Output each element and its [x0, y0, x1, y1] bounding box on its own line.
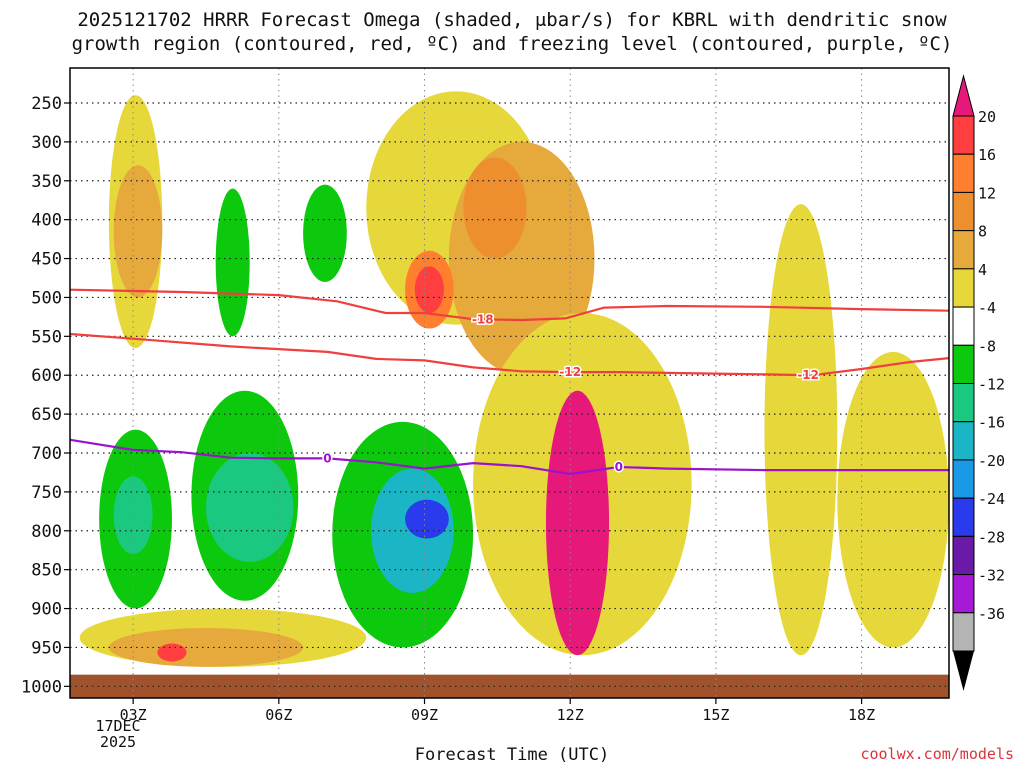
chart-title-line-1: 2025121702 HRRR Forecast Omega (shaded, … [77, 9, 947, 31]
y-tick-label-300: 300 [31, 133, 62, 153]
x-tick-label-06Z: 06Z [265, 706, 292, 724]
x-tick-label-15Z: 15Z [702, 706, 729, 724]
y-tick-label-700: 700 [31, 444, 62, 464]
colorbar-label-12: -32 [978, 567, 1005, 585]
y-axis: 250 300 350 400 450 500 550 600 650 700 750 800 850 9… [21, 94, 70, 697]
colorbar-label-11: -28 [978, 528, 1005, 546]
colorbar-label-3: 8 [978, 223, 987, 241]
colorbar-swatch-5 [952, 306, 975, 346]
omega-region-19 [405, 499, 449, 539]
gridlines [70, 68, 949, 698]
y-tick-label-350: 350 [31, 172, 62, 192]
y-tick-label-800: 800 [31, 522, 62, 542]
y-tick-label-900: 900 [31, 600, 62, 620]
y-tick-label-850: 850 [31, 561, 62, 581]
omega-region-22 [157, 643, 187, 662]
colorbar-label-10: -24 [978, 490, 1005, 508]
ground-fill [70, 674, 949, 698]
y-tick-label-950: 950 [31, 638, 62, 658]
colorbar-swatch-13 [952, 612, 975, 652]
colorbar-swatch-1 [952, 153, 975, 193]
freezing-level-label-1: 0 [323, 451, 331, 465]
dgz-top-label-1: -18 [472, 312, 494, 326]
y-tick-label-750: 750 [31, 483, 62, 503]
dgz-top-line [70, 288, 949, 322]
colorbar: 20 16 12 8 4 -4 -8 -12 -16 -20 -24 -28 -32 -36 [952, 74, 1005, 691]
colorbar-label-1: 16 [978, 146, 996, 164]
y-tick-label-1000: 1000 [21, 677, 62, 697]
colorbar-label-0: 20 [978, 108, 996, 126]
omega-region-1 [113, 165, 163, 298]
colorbar-swatch-12 [952, 574, 975, 614]
ground-layer [70, 674, 949, 698]
y-tick-label-550: 550 [31, 327, 62, 347]
colorbar-swatch-7 [952, 383, 975, 423]
colorbar-top-arrow [952, 74, 975, 117]
omega-region-16 [205, 453, 294, 562]
colorbar-swatch-10 [952, 497, 975, 537]
colorbar-swatch-0 [952, 115, 975, 155]
chart-title-line-2: growth region (contoured, red, ºC) and f… [71, 33, 953, 55]
date-label: 17DEC 2025 [88, 718, 148, 750]
colorbar-label-4: 4 [978, 261, 987, 279]
y-tick-label-450: 450 [31, 250, 62, 270]
omega-region-11 [764, 204, 838, 656]
freezing-level-line [70, 438, 949, 476]
y-tick-label-650: 650 [31, 405, 62, 425]
dgz-bottom-label-1: -12 [559, 365, 581, 379]
temperature-contours: -18 -12 -12 0 0 [70, 288, 949, 476]
colorbar-label-5: -4 [978, 299, 996, 317]
plot-frame [69, 67, 950, 699]
credit-link[interactable]: coolwx.com/models [860, 745, 1014, 763]
x-tick-label-03Z: 03Z [120, 706, 147, 724]
colorbar-swatch-6 [952, 344, 975, 384]
omega-region-8 [414, 266, 444, 313]
colorbar-bottom-arrow [953, 651, 974, 691]
colorbar-label-13: -36 [978, 605, 1005, 623]
x-tick-label-18Z: 18Z [848, 706, 875, 724]
colorbar-swatch-4 [952, 268, 975, 308]
omega-region-21 [108, 628, 304, 667]
y-tick-label-400: 400 [31, 211, 62, 231]
colorbar-label-7: -12 [978, 376, 1005, 394]
x-axis: 03Z 06Z 09Z 12Z 15Z 18Z [120, 698, 875, 724]
omega-shading [79, 91, 949, 667]
colorbar-label-9: -20 [978, 452, 1005, 470]
colorbar-label-8: -16 [978, 414, 1005, 432]
date-label-year: 2025 [99, 733, 137, 751]
freezing-level-label-2: 0 [615, 460, 623, 474]
x-axis-label: Forecast Time (UTC) [414, 745, 610, 765]
omega-region-10 [545, 390, 610, 656]
x-tick-label-12Z: 12Z [557, 706, 584, 724]
y-tick-label-500: 500 [31, 288, 62, 308]
omega-region-3 [303, 184, 347, 282]
colorbar-label-6: -8 [978, 337, 996, 355]
colorbar-swatch-8 [952, 421, 975, 461]
colorbar-swatch-9 [952, 459, 975, 499]
dgz-bottom-label-2: -12 [797, 368, 819, 382]
omega-region-6 [463, 157, 527, 259]
y-tick-label-250: 250 [31, 94, 62, 114]
colorbar-swatch-3 [952, 230, 975, 270]
date-label-day: 17DEC [95, 717, 141, 735]
omega-region-12 [837, 351, 949, 648]
dgz-bottom-line [70, 332, 949, 377]
y-tick-label-600: 600 [31, 366, 62, 386]
colorbar-label-2: 12 [978, 184, 996, 202]
omega-region-2 [215, 188, 250, 337]
colorbar-swatch-2 [952, 191, 975, 232]
colorbar-swatch-11 [952, 535, 975, 576]
omega-region-14 [113, 476, 153, 555]
x-tick-label-09Z: 09Z [411, 706, 438, 724]
